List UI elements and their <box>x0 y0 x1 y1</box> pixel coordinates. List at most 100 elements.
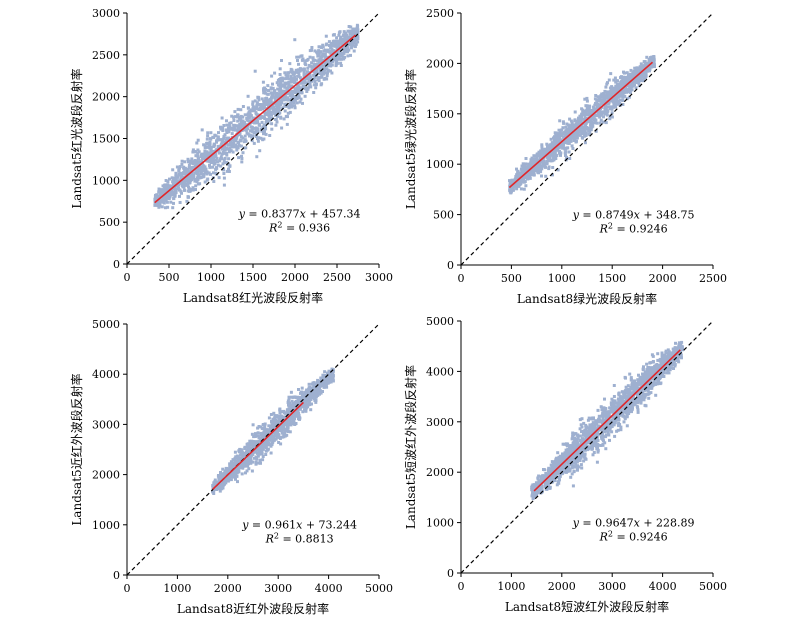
data-point <box>241 105 245 108</box>
y-tick-label: 0 <box>447 259 454 272</box>
data-point <box>239 125 243 129</box>
data-point <box>270 96 273 100</box>
data-point <box>600 92 604 96</box>
data-point <box>193 177 197 181</box>
data-point <box>285 81 289 85</box>
data-point <box>233 468 237 472</box>
data-point <box>303 402 307 406</box>
data-point <box>273 99 277 103</box>
data-point <box>216 144 220 148</box>
data-point <box>329 41 333 45</box>
data-point <box>537 150 541 154</box>
data-point <box>275 106 279 110</box>
data-point <box>614 105 618 109</box>
data-point <box>604 85 608 89</box>
data-point <box>286 111 290 115</box>
data-point <box>356 31 360 34</box>
data-point <box>293 75 297 79</box>
data-point <box>244 139 248 143</box>
data-point <box>537 171 541 175</box>
data-point <box>523 169 527 173</box>
data-point <box>255 457 259 461</box>
data-point <box>305 58 309 62</box>
data-point <box>242 452 246 456</box>
data-point <box>264 446 268 450</box>
data-point <box>266 102 270 106</box>
data-point <box>566 141 570 145</box>
data-point <box>206 134 210 138</box>
data-point <box>270 419 273 423</box>
data-point <box>264 449 268 453</box>
data-point <box>260 97 264 101</box>
data-point <box>246 447 250 451</box>
data-point <box>518 171 522 175</box>
data-point <box>283 90 287 94</box>
data-point <box>519 167 523 171</box>
data-point <box>608 105 612 109</box>
data-point <box>194 154 198 158</box>
data-point <box>643 403 647 407</box>
data-point <box>310 393 314 397</box>
data-point <box>606 109 610 113</box>
data-point <box>218 489 222 493</box>
data-point <box>264 430 268 434</box>
data-point <box>526 167 530 171</box>
data-point <box>280 101 284 105</box>
data-point <box>291 418 295 422</box>
data-point <box>183 160 187 164</box>
data-point <box>224 481 228 485</box>
data-point <box>280 429 284 433</box>
data-point <box>605 94 609 98</box>
data-point <box>556 148 559 152</box>
data-point <box>291 403 295 407</box>
data-point <box>241 151 245 155</box>
data-point <box>309 408 313 412</box>
data-point <box>211 158 215 162</box>
data-point <box>257 98 261 102</box>
data-point <box>354 27 358 31</box>
data-point <box>269 112 273 116</box>
data-point <box>277 441 281 444</box>
data-point <box>220 147 224 151</box>
data-point <box>235 145 239 149</box>
data-point <box>200 166 203 170</box>
data-point <box>297 388 300 391</box>
data-point <box>218 138 222 142</box>
data-point <box>523 180 527 183</box>
data-point <box>278 73 282 76</box>
data-point <box>302 400 306 404</box>
data-point <box>319 64 323 68</box>
data-point <box>319 83 323 87</box>
data-point <box>271 82 274 86</box>
data-point <box>161 200 165 204</box>
data-point <box>262 132 265 136</box>
data-point <box>160 190 164 194</box>
data-point <box>614 80 618 84</box>
data-point <box>276 101 280 105</box>
data-point <box>321 43 325 47</box>
data-point <box>289 417 293 420</box>
data-point <box>222 158 226 162</box>
data-point <box>239 108 243 112</box>
data-point <box>591 124 595 128</box>
data-point <box>604 121 608 125</box>
data-point <box>520 169 524 173</box>
data-point <box>268 134 272 137</box>
data-point <box>306 66 310 70</box>
data-point <box>567 125 571 129</box>
data-point <box>324 34 328 38</box>
data-point <box>253 69 257 73</box>
data-point <box>208 160 212 164</box>
data-point <box>613 92 617 96</box>
data-point <box>306 86 310 90</box>
data-point <box>167 196 170 200</box>
regression-line <box>212 401 304 490</box>
data-point <box>206 131 210 135</box>
data-point <box>259 461 262 465</box>
data-point <box>270 122 274 126</box>
data-point <box>315 393 319 397</box>
data-point <box>207 171 211 175</box>
data-point <box>268 438 272 441</box>
data-point <box>196 154 200 158</box>
x-tick-label: 3000 <box>264 582 292 595</box>
